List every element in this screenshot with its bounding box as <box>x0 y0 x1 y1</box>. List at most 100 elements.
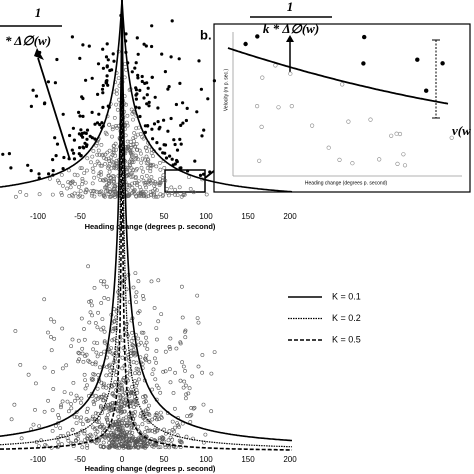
scatter-point <box>173 142 177 147</box>
scatter-point <box>76 359 81 364</box>
scatter-point <box>102 192 106 197</box>
scatter-point <box>93 411 98 416</box>
scatter-point <box>57 416 62 420</box>
scatter-point <box>97 112 101 116</box>
scatter-point <box>126 193 130 198</box>
scatter-point <box>167 445 172 450</box>
scatter-point <box>181 385 186 390</box>
scatter-point <box>95 325 100 330</box>
scatter-point <box>138 151 143 156</box>
scatter-point <box>160 194 165 199</box>
scatter-point <box>113 184 118 189</box>
scatter-point <box>140 422 145 427</box>
scatter-point <box>93 431 98 436</box>
scatter-point <box>137 106 141 110</box>
scatter-point <box>146 194 151 199</box>
scatter-point <box>102 295 107 300</box>
scatter-point <box>167 85 171 89</box>
scatter-point <box>106 297 111 301</box>
scatter-point <box>140 293 145 298</box>
scatter-point <box>161 436 166 441</box>
scatter-point <box>166 129 170 133</box>
scatter-point <box>59 190 64 195</box>
scatter-point <box>1 152 5 156</box>
scatter-point <box>107 181 112 185</box>
scatter-point <box>49 317 53 322</box>
arrow <box>37 57 71 161</box>
scatter-point <box>157 183 162 187</box>
scatter-point <box>157 160 162 165</box>
scatter-point <box>34 381 38 386</box>
inset-point <box>346 119 351 124</box>
scatter-point <box>123 409 127 414</box>
scatter-point <box>104 373 109 378</box>
scatter-point <box>53 136 57 140</box>
scatter-point <box>77 357 82 362</box>
scatter-point <box>129 339 134 343</box>
scatter-point <box>181 101 185 105</box>
scatter-point <box>133 399 138 404</box>
scatter-point <box>144 44 148 48</box>
scatter-point <box>184 392 189 397</box>
scatter-point <box>136 157 141 162</box>
scatter-point <box>113 442 118 447</box>
scatter-point <box>173 192 177 197</box>
inset-point <box>310 123 315 128</box>
scatter-point <box>175 160 179 164</box>
scatter-point <box>80 131 84 135</box>
scatter-point <box>80 179 85 184</box>
scatter-point <box>201 440 206 445</box>
scatter-point <box>201 402 206 407</box>
scatter-point <box>75 396 80 401</box>
scatter-point <box>178 137 182 141</box>
scatter-point <box>72 157 77 161</box>
scatter-point <box>191 406 196 411</box>
scatter-point <box>149 175 154 179</box>
scatter-point <box>154 349 159 353</box>
scatter-point <box>145 93 149 97</box>
inset-point <box>350 161 355 166</box>
scatter-point <box>81 135 85 139</box>
scatter-point <box>151 162 155 167</box>
scatter-point <box>166 438 171 443</box>
scatter-point <box>130 384 134 389</box>
scatter-point <box>135 439 139 444</box>
scatter-point <box>121 377 125 382</box>
scatter-point <box>143 393 148 398</box>
scatter-point <box>175 193 180 198</box>
scatter-point <box>59 403 64 408</box>
scatter-point <box>111 180 116 184</box>
scatter-point <box>104 55 109 59</box>
scatter-point <box>114 91 119 96</box>
scatter-point <box>135 183 140 187</box>
scatter-point <box>116 414 121 419</box>
scatter-point <box>167 429 172 434</box>
scatter-point <box>114 124 118 128</box>
scatter-point <box>85 137 89 141</box>
scatter-point <box>129 160 134 165</box>
scatter-point <box>134 147 139 152</box>
scatter-point <box>100 153 104 158</box>
scatter-point <box>91 347 96 352</box>
scatter-point <box>134 61 138 65</box>
legend-label: K = 0.1 <box>332 291 361 301</box>
scatter-point <box>109 155 114 160</box>
inset-point <box>337 157 342 162</box>
x-tick-label: 150 <box>241 455 255 464</box>
x-tick-label: -50 <box>74 212 86 221</box>
scatter-point <box>127 358 132 363</box>
scatter-point <box>46 80 51 84</box>
scatter-point <box>98 178 103 182</box>
scatter-point <box>138 340 143 345</box>
scatter-point <box>147 177 152 182</box>
scatter-point <box>152 306 157 310</box>
scatter-point <box>144 353 149 358</box>
scatter-point <box>129 107 134 112</box>
scatter-point <box>114 147 119 152</box>
scatter-point <box>129 348 134 353</box>
scatter-point <box>119 383 124 387</box>
scatter-point <box>98 365 102 370</box>
scatter-point <box>116 426 121 431</box>
scatter-point <box>158 125 162 129</box>
scatter-point <box>189 412 194 417</box>
